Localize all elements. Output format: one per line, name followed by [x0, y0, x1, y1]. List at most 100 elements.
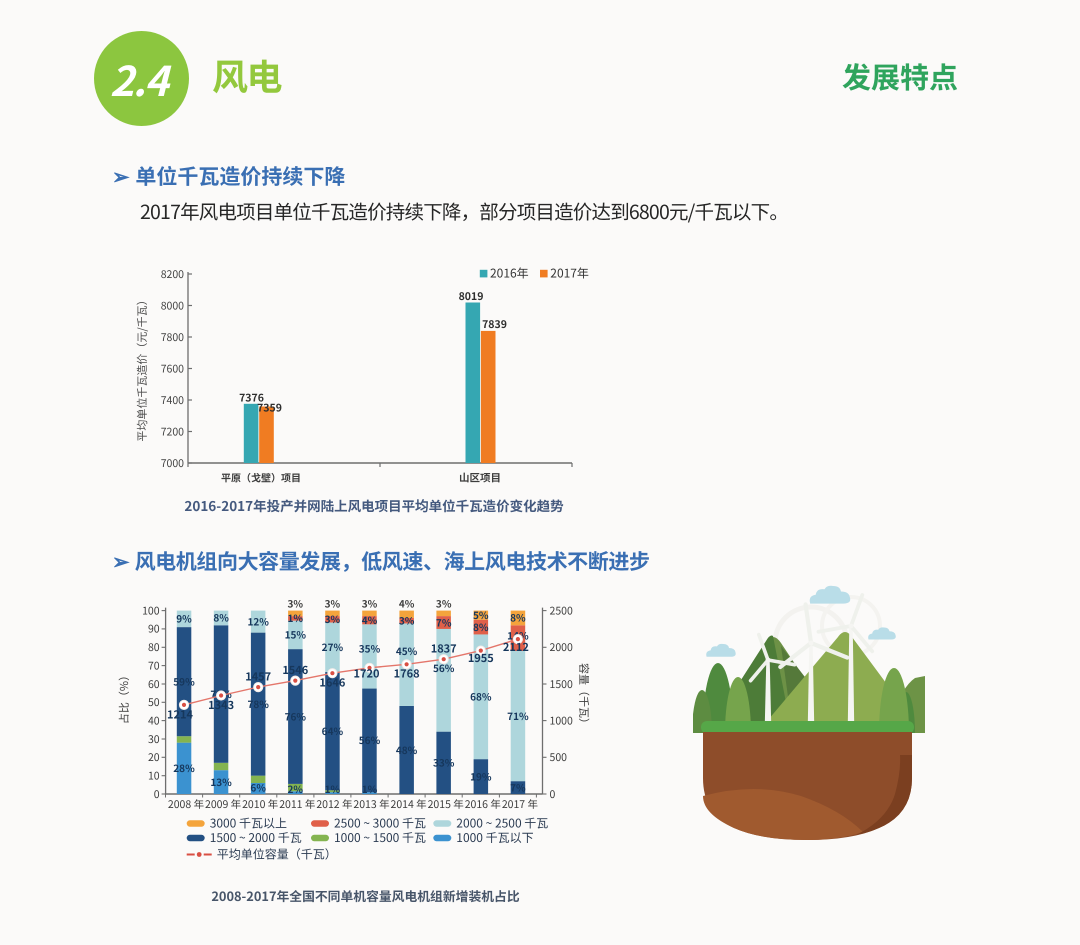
- svg-text:3%: 3%: [399, 613, 415, 628]
- svg-text:7376: 7376: [239, 391, 264, 406]
- svg-text:19%: 19%: [470, 768, 492, 783]
- svg-text:48%: 48%: [396, 742, 418, 757]
- svg-text:30: 30: [148, 732, 160, 747]
- svg-text:1%: 1%: [288, 610, 304, 625]
- svg-text:8019: 8019: [459, 289, 484, 304]
- svg-text:7359: 7359: [257, 401, 282, 416]
- svg-text:6%: 6%: [250, 779, 266, 794]
- svg-text:2017 年: 2017 年: [502, 797, 539, 812]
- svg-text:71%: 71%: [507, 708, 529, 723]
- svg-text:56%: 56%: [359, 732, 381, 747]
- svg-text:9%: 9%: [176, 611, 192, 626]
- svg-text:2008 年: 2008 年: [168, 797, 205, 812]
- svg-text:1214: 1214: [167, 706, 193, 722]
- svg-text:90: 90: [148, 622, 160, 637]
- svg-text:12%: 12%: [247, 613, 269, 628]
- svg-text:平均单位容量（千瓦）: 平均单位容量（千瓦）: [217, 846, 337, 863]
- svg-text:78%: 78%: [247, 696, 269, 711]
- svg-text:2%: 2%: [288, 781, 304, 796]
- svg-text:容量（千瓦）: 容量（千瓦）: [576, 663, 592, 729]
- svg-text:1000: 1000: [550, 713, 573, 728]
- svg-text:2014 年: 2014 年: [391, 797, 428, 812]
- svg-text:2500: 2500: [550, 603, 573, 618]
- svg-text:7000: 7000: [161, 456, 184, 471]
- svg-text:50: 50: [148, 695, 160, 710]
- svg-text:2011 年: 2011 年: [279, 797, 316, 812]
- svg-text:7400: 7400: [161, 393, 184, 408]
- svg-text:1000 ~ 1500 千瓦: 1000 ~ 1500 千瓦: [334, 829, 426, 846]
- svg-text:2500 ~ 3000 千瓦: 2500 ~ 3000 千瓦: [334, 815, 426, 832]
- svg-text:2017年: 2017年: [550, 264, 589, 281]
- svg-text:7%: 7%: [436, 614, 452, 629]
- svg-text:2000: 2000: [550, 640, 573, 655]
- svg-text:2000 ~ 2500 千瓦: 2000 ~ 2500 千瓦: [456, 815, 548, 832]
- svg-text:2016年: 2016年: [490, 264, 529, 281]
- svg-text:4%: 4%: [399, 596, 415, 611]
- svg-text:1546: 1546: [282, 662, 308, 678]
- svg-text:1500: 1500: [550, 677, 573, 692]
- svg-text:平均单位千瓦造价（元/千瓦）: 平均单位千瓦造价（元/千瓦）: [134, 294, 150, 441]
- svg-text:13%: 13%: [210, 774, 232, 789]
- svg-text:8%: 8%: [510, 610, 526, 625]
- svg-text:7839: 7839: [482, 317, 507, 332]
- svg-text:3000 千瓦以上: 3000 千瓦以上: [210, 815, 287, 832]
- svg-text:56%: 56%: [433, 660, 455, 675]
- svg-text:8%: 8%: [473, 619, 489, 634]
- svg-text:1837: 1837: [431, 641, 457, 657]
- svg-text:2112: 2112: [503, 639, 529, 655]
- svg-text:1343: 1343: [208, 697, 234, 713]
- svg-text:3%: 3%: [362, 596, 378, 611]
- svg-text:1%: 1%: [362, 781, 378, 796]
- svg-text:3%: 3%: [325, 611, 341, 626]
- svg-text:1%: 1%: [325, 781, 341, 796]
- svg-text:33%: 33%: [433, 755, 455, 770]
- svg-text:7800: 7800: [161, 330, 184, 345]
- svg-text:1768: 1768: [394, 665, 420, 681]
- svg-text:70: 70: [148, 658, 160, 673]
- svg-text:2009 年: 2009 年: [205, 797, 242, 812]
- svg-text:平原（戈壁）项目: 平原（戈壁）项目: [221, 470, 301, 485]
- svg-text:0: 0: [154, 787, 160, 802]
- svg-text:1500 ~ 2000 千瓦: 1500 ~ 2000 千瓦: [210, 829, 302, 846]
- svg-text:80: 80: [148, 640, 160, 655]
- svg-text:3%: 3%: [436, 596, 452, 611]
- svg-text:20: 20: [148, 750, 160, 765]
- svg-text:7200: 7200: [161, 425, 184, 440]
- svg-text:59%: 59%: [173, 674, 195, 689]
- svg-text:山区项目: 山区项目: [459, 471, 501, 486]
- svg-text:500: 500: [550, 750, 568, 765]
- svg-text:4%: 4%: [362, 612, 378, 627]
- svg-text:1955: 1955: [468, 650, 494, 666]
- svg-text:2010 年: 2010 年: [242, 797, 279, 812]
- svg-text:2015 年: 2015 年: [428, 797, 465, 812]
- svg-text:40: 40: [148, 713, 160, 728]
- svg-text:占比（%）: 占比（%）: [116, 670, 132, 724]
- svg-text:76%: 76%: [285, 708, 307, 723]
- svg-text:5%: 5%: [473, 607, 489, 622]
- svg-text:10: 10: [148, 769, 160, 784]
- svg-text:68%: 68%: [470, 689, 492, 704]
- svg-text:3%: 3%: [325, 596, 341, 611]
- svg-text:8%: 8%: [213, 610, 229, 625]
- svg-text:100: 100: [142, 603, 160, 618]
- svg-text:1720: 1720: [354, 665, 380, 681]
- svg-text:8200: 8200: [161, 267, 184, 282]
- svg-text:35%: 35%: [359, 640, 381, 655]
- svg-text:3%: 3%: [288, 596, 304, 611]
- svg-text:28%: 28%: [173, 760, 195, 775]
- svg-text:27%: 27%: [322, 639, 344, 654]
- svg-text:1646: 1646: [319, 675, 345, 691]
- svg-text:7%: 7%: [510, 779, 526, 794]
- svg-text:2012 年: 2012 年: [316, 797, 353, 812]
- svg-text:7600: 7600: [161, 362, 184, 377]
- svg-text:2013 年: 2013 年: [353, 797, 390, 812]
- svg-text:64%: 64%: [322, 723, 344, 738]
- svg-text:2016 年: 2016 年: [465, 797, 502, 812]
- svg-text:1457: 1457: [245, 669, 271, 685]
- svg-text:15%: 15%: [285, 627, 307, 642]
- svg-text:60: 60: [148, 677, 160, 692]
- svg-text:1000 千瓦以下: 1000 千瓦以下: [456, 829, 533, 846]
- svg-text:45%: 45%: [396, 643, 418, 658]
- svg-text:8000: 8000: [161, 299, 184, 314]
- svg-text:0: 0: [550, 787, 556, 802]
